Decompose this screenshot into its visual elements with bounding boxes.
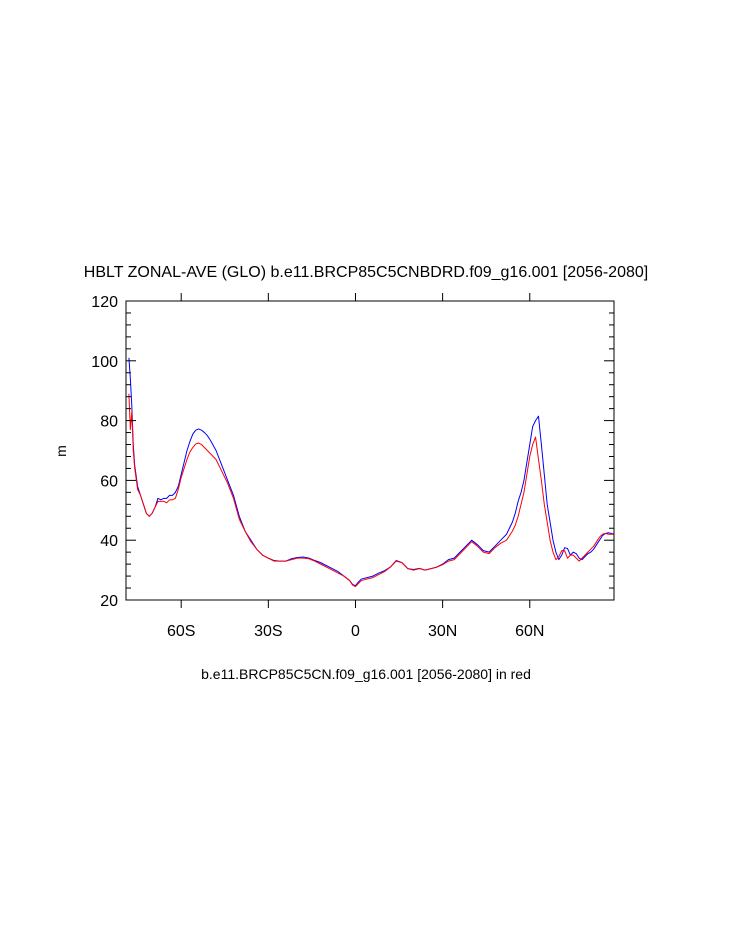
x-tick-label: 60S <box>167 623 195 640</box>
y-tick-label: 100 <box>91 354 118 371</box>
y-tick-label: 20 <box>100 593 118 610</box>
plot-frame <box>125 300 615 601</box>
y-tick-label: 60 <box>100 473 118 490</box>
x-tick-label: 0 <box>351 623 360 640</box>
chart-title: HBLT ZONAL-AVE (GLO) b.e11.BRCP85C5CNBDR… <box>84 264 648 281</box>
x-axis-label: b.e11.BRCP85C5CN.f09_g16.001 [2056-2080]… <box>201 666 531 682</box>
y-tick-label: 120 <box>91 294 118 311</box>
y-axis-label: m <box>53 445 69 457</box>
series-line-blue <box>128 357 615 587</box>
y-tick-label: 80 <box>100 414 118 431</box>
x-tick-label: 30N <box>428 623 457 640</box>
series-layer <box>128 357 615 588</box>
x-tick-label: 30S <box>254 623 282 640</box>
series-line-red <box>128 393 614 588</box>
ticks-layer: 20 40 60 80 100 120 60S 30S 0 30N 60N <box>91 293 614 640</box>
y-tick-label: 40 <box>100 533 118 550</box>
x-tick-label: 60N <box>515 623 544 640</box>
